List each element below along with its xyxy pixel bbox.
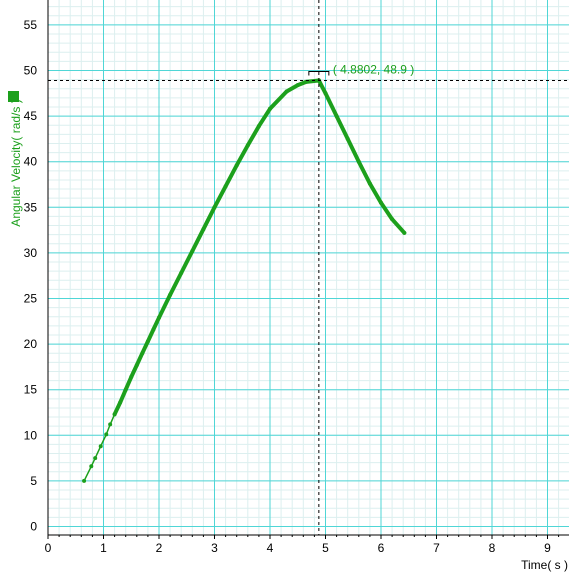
data-point <box>145 339 150 344</box>
data-point <box>223 184 228 189</box>
data-point <box>140 351 145 356</box>
data-point <box>134 363 139 368</box>
y-tick-label: 40 <box>24 155 38 169</box>
y-tick-label: 20 <box>24 337 38 351</box>
data-point <box>98 444 103 449</box>
x-tick-label: 6 <box>378 541 385 555</box>
data-point <box>179 270 184 275</box>
data-point <box>323 91 328 96</box>
x-tick-label: 0 <box>45 541 52 555</box>
data-point <box>402 230 407 235</box>
data-point <box>256 124 261 129</box>
data-point <box>108 422 113 427</box>
y-tick-label: 50 <box>24 64 38 78</box>
y-tick-label: 5 <box>30 474 37 488</box>
major-grid <box>48 0 569 535</box>
series-line <box>112 78 321 417</box>
data-point <box>118 400 123 405</box>
cursor-layer[interactable] <box>48 0 569 535</box>
data-point <box>157 315 161 320</box>
y-tick-label: 15 <box>24 383 38 397</box>
data-point <box>89 464 94 469</box>
data-point <box>104 432 109 437</box>
data-point <box>123 387 128 392</box>
series-layer <box>82 78 407 483</box>
data-point <box>82 478 87 483</box>
y-tick-labels: 0 5 10 15 20 25 30 35 40 45 50 55 <box>24 18 38 534</box>
axes <box>47 0 569 539</box>
data-point <box>93 456 98 461</box>
data-point <box>268 106 272 111</box>
y-tick-label: 45 <box>24 109 38 123</box>
y-tick-label: 10 <box>24 428 38 442</box>
data-point <box>334 114 339 119</box>
cursor-readout: ( 4.8802, 48.9 ) <box>333 63 414 77</box>
y-tick-label: 55 <box>24 18 38 32</box>
data-point <box>201 227 206 232</box>
data-point <box>345 136 350 141</box>
y-tick-label: 25 <box>24 292 38 306</box>
x-tick-label: 9 <box>544 541 551 555</box>
x-tick-label: 2 <box>156 541 163 555</box>
data-point <box>284 89 289 94</box>
data-point <box>367 181 372 186</box>
data-point <box>234 163 239 168</box>
data-point <box>212 205 217 210</box>
x-tick-label: 5 <box>322 541 329 555</box>
minor-grid <box>47 0 569 535</box>
x-tick-label: 3 <box>211 541 218 555</box>
data-point <box>112 412 117 417</box>
data-point <box>390 217 395 222</box>
data-point <box>379 200 383 205</box>
series-line <box>316 78 407 235</box>
cursor-bracket <box>308 71 330 76</box>
data-point <box>168 292 173 297</box>
x-tick-label: 8 <box>489 541 496 555</box>
data-point <box>151 327 156 332</box>
y-axis-title: Angular Velocity( rad/s ) <box>9 99 23 226</box>
data-point <box>129 374 134 379</box>
x-axis-title: Time( s ) <box>521 558 568 572</box>
x-tick-label: 1 <box>100 541 107 555</box>
legend-swatch[interactable] <box>8 91 19 102</box>
y-tick-label: 35 <box>24 200 38 214</box>
data-point <box>245 143 250 148</box>
x-tick-label: 4 <box>267 541 274 555</box>
data-point <box>356 159 361 164</box>
data-point <box>295 83 300 88</box>
y-tick-label: 0 <box>30 520 37 534</box>
x-tick-label: 7 <box>433 541 440 555</box>
data-point <box>190 249 195 254</box>
y-tick-label: 30 <box>24 246 38 260</box>
x-tick-labels: 0 1 2 3 4 5 6 7 8 9 <box>45 541 552 555</box>
